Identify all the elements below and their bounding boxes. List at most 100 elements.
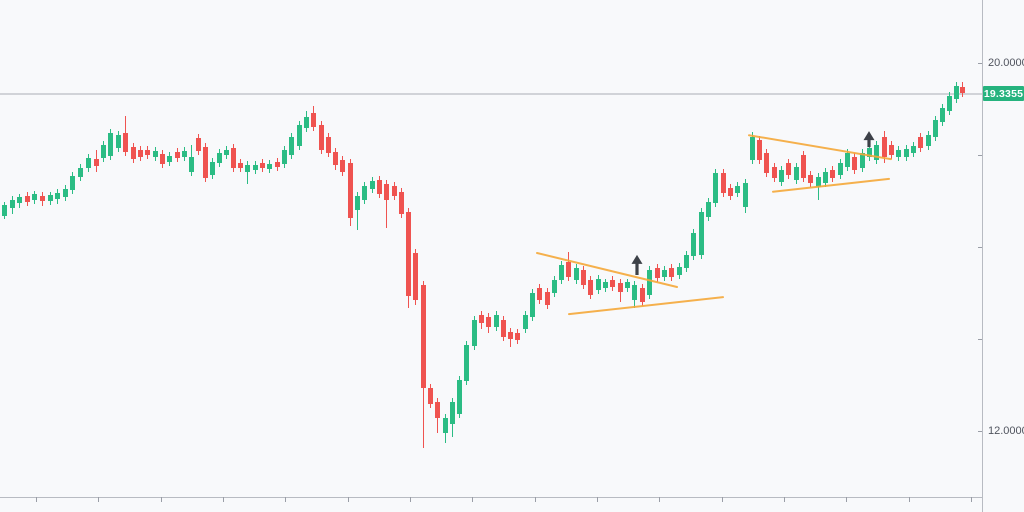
candle-body [70,176,75,190]
candle-body [852,157,857,170]
candle-body [655,268,660,278]
candle-body [282,150,287,164]
candle-body [182,151,187,157]
candle-body [472,320,477,346]
candle-body [830,170,835,178]
candle-body [392,186,397,196]
pennant-drawing-1[interactable] [536,251,724,316]
candle-body [816,177,821,187]
candle-body [728,188,733,196]
candle-body [450,402,455,424]
candle-body [116,135,121,148]
candle-body [574,268,579,280]
candle-body [677,267,682,275]
candle-body [904,149,909,157]
candle-body [640,288,645,302]
up-arrow-icon[interactable] [631,254,643,276]
candle-body [210,162,215,175]
candle-body [750,137,755,160]
candle-body [757,140,762,160]
price-axis-label-20: 20.0000 [988,57,1024,69]
candle-body [94,159,99,166]
candle-body [348,163,353,218]
candle-body [189,157,194,172]
candles-layer[interactable] [2,81,965,449]
pennant-lower-trendline[interactable] [772,177,890,193]
candle-body [175,152,180,158]
current-price-badge: 19.3355 [983,86,1024,102]
candle-body [326,137,331,153]
candle-body [153,151,158,157]
candle-body [138,150,143,157]
candle-body [406,212,411,296]
candle-body [10,200,15,208]
candle-body [603,282,608,288]
candle-body [699,212,704,255]
candle-body [867,148,872,157]
candle-body [217,153,222,163]
candle-body [289,137,294,155]
candle-body [479,315,484,323]
pennant-drawing-2[interactable] [748,134,892,193]
pennant-upper-trendline[interactable] [536,251,678,289]
pennant-lower-trendline[interactable] [568,296,724,316]
candle-body [918,137,923,148]
candle-body [443,418,448,433]
candle-body [581,270,586,285]
candle-body [706,202,711,217]
candle-body [196,138,201,151]
candle-body [926,135,931,146]
candle-body [63,189,68,197]
candle-body [377,180,382,194]
candle-body [319,125,324,150]
candle-body [25,196,30,202]
candle-body [494,315,499,327]
candle-body [355,196,360,210]
candle-body [845,153,850,167]
candle-body [238,163,243,168]
candle-body [413,253,418,300]
candle-body [947,96,952,111]
axes[interactable] [0,0,983,512]
candle-body [333,152,338,165]
candle-body [17,197,22,203]
candle-body [421,285,426,388]
candle-body [625,282,630,288]
candle-body [32,194,37,200]
candle-body [860,153,865,168]
candle-body [618,283,623,292]
candle-body [370,181,375,189]
candle-body [545,292,550,305]
candle-body [362,186,367,200]
candle-body [632,285,637,300]
candle-body [55,193,60,199]
up-arrow-icon[interactable] [863,131,875,148]
candle-body [260,163,265,168]
candle-body [304,117,309,128]
candle-body [588,280,593,295]
candle-body [224,150,229,155]
candle-body [231,148,236,168]
candle-body [735,186,740,193]
candle-body [882,137,887,157]
candle-body [566,262,571,277]
candle-body [160,154,165,164]
candle-body [669,268,674,277]
candle-body [721,173,726,193]
pennant-upper-trendline[interactable] [748,134,892,161]
candle-body [78,168,83,177]
candle-body [523,315,528,329]
candle-body [48,195,53,201]
candle-body [86,158,91,168]
candle-body [559,265,564,280]
candle-body [823,172,828,183]
candle-body [772,167,777,178]
candle-body [808,175,813,183]
candle-body [662,270,667,277]
candle-body [954,86,959,99]
candle-body [684,255,689,268]
candle-body [108,133,113,156]
candle-body [515,333,520,340]
